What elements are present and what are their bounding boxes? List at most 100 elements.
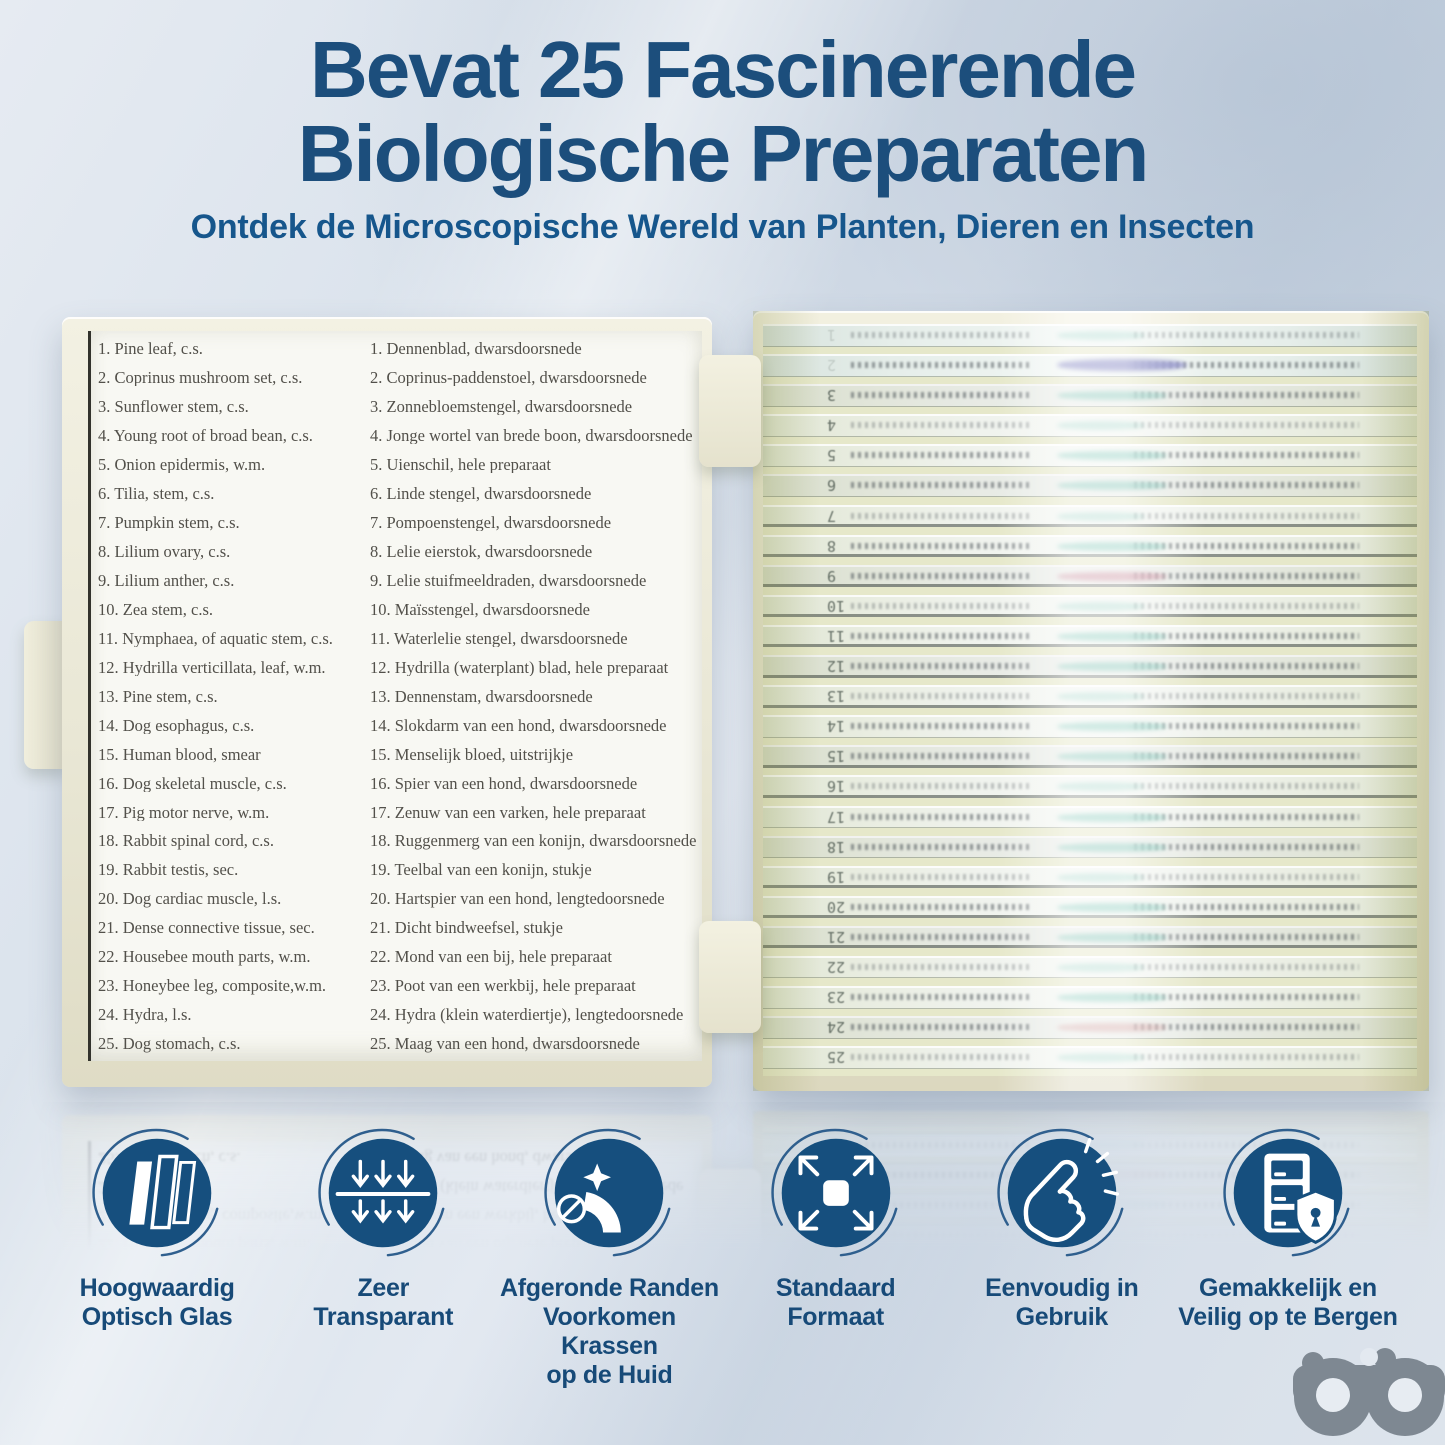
specimen-row: 13. Pine stem, c.s. 13. Dennenstam, dwars… — [98, 689, 700, 706]
specimen-nl: 8. Lelie eierstok, dwarsdoorsnede — [370, 543, 593, 561]
specimen-row: 8. Lilium ovary, c.s. 8. Lelie eierstok, … — [98, 544, 700, 561]
feature-standard-size: Standaard Formaat — [723, 1122, 949, 1390]
specimen-en: 9. Lilium anther, c.s. — [98, 572, 235, 590]
specimen-en: 20. Dog cardiac muscle, l.s. — [98, 891, 282, 908]
slide-number-label: 18 — [827, 837, 846, 856]
slide-number-label: 23 — [827, 988, 846, 1007]
specimen-row: 4. Young root of broad bean, c.s. 4. Jong… — [98, 428, 700, 445]
transparency-icon — [318, 1128, 445, 1257]
box-hinge-bottom — [699, 921, 761, 1033]
glass-slide: 18 — [763, 835, 1417, 859]
slide-number-label: 9 — [827, 566, 837, 585]
specimen-en: 12. Hydrilla verticillata, leaf, w.m. — [98, 659, 326, 677]
header: Bevat 25 Fascinerende Biologische Prepar… — [0, 28, 1445, 247]
feature-transparent: Zeer Transparant — [270, 1122, 496, 1390]
specimen-nl: 9. Lelie stuifmeeldraden, dwarsdoorsnede — [370, 572, 647, 590]
feature-label: Eenvoudig in Gebruik — [985, 1274, 1139, 1331]
vr-goggles-icon — [1293, 1348, 1445, 1436]
glass-slide: 1 — [763, 324, 1417, 347]
specimen-en: 6. Tilia, stem, c.s. — [98, 485, 215, 503]
box-clasp-tab — [24, 621, 68, 769]
specimen-nl: 12. Hydrilla (waterplant) blad, hele pre… — [370, 659, 669, 677]
feature-easy-use: Eenvoudig in Gebruik — [949, 1122, 1175, 1390]
glass-slide: 14 — [763, 715, 1417, 738]
secure-storage-icon — [1223, 1128, 1350, 1257]
specimen-row: 14. Dog esophagus, c.s. 14. Slokdarm van … — [98, 718, 700, 735]
glass-slide: 20 — [763, 895, 1417, 919]
specimen-en: 1. Pine leaf, c.s. — [98, 341, 203, 358]
specimen-en: 25. Dog stomach, c.s. — [98, 1036, 241, 1053]
specimen-en: 3. Sunflower stem, c.s. — [98, 398, 249, 416]
slide-number-label: 14 — [827, 717, 846, 736]
specimen-en: 8. Lilium ovary, c.s. — [98, 543, 231, 561]
specimen-row: 6. Tilia, stem, c.s. 6. Linde stengel, dw… — [98, 486, 700, 503]
glass-layers-icon — [92, 1128, 219, 1257]
specimen-row: 22. Housebee mouth parts, w.m. 22. Mond v… — [98, 949, 700, 966]
specimen-nl: 14. Slokdarm van een hond, dwarsdoorsned… — [370, 717, 667, 735]
glass-slide: 5 — [763, 444, 1417, 467]
glass-slide: 21 — [763, 925, 1417, 949]
feature-rounded-edges: Afgeronde Randen Voorkomen Krassen op de… — [496, 1122, 722, 1390]
slide-number-label: 13 — [827, 687, 846, 706]
slide-number-label: 3 — [827, 386, 837, 405]
specimen-nl: 5. Uienschil, hele preparaat — [370, 456, 551, 474]
slide-number-label: 20 — [827, 897, 846, 916]
glass-slide: 13 — [763, 685, 1417, 708]
slide-number-label: 19 — [827, 867, 846, 886]
specimen-list-paper: 1. Pine leaf, c.s. 1. Dennenblad, dwarsdo… — [88, 331, 702, 1061]
glass-slide: 9 — [763, 564, 1417, 588]
specimen-row: 5. Onion epidermis, w.m. 5. Uienschil, he… — [98, 457, 700, 474]
glass-slide: 8 — [763, 534, 1417, 558]
slide-number-label: 12 — [827, 657, 846, 676]
specimen-nl: 11. Waterlelie stengel, dwarsdoorsnede — [370, 630, 628, 648]
specimen-en: 23. Honeybee leg, composite,w.m. — [98, 978, 327, 995]
specimen-row: 7. Pumpkin stem, c.s. 7. Pompoenstengel, … — [98, 515, 700, 532]
specimen-nl: 13. Dennenstam, dwarsdoorsnede — [370, 688, 593, 706]
specimen-nl: 22. Mond van een bij, hele preparaat — [370, 949, 612, 966]
specimen-nl: 10. Maïsstengel, dwarsdoorsnede — [370, 601, 590, 619]
glass-slide: 10 — [763, 594, 1417, 618]
slide-stack: 1 2 3 4 5 6 7 8 9 10 11 12 13 14 15 16 17 18 19 20 21 22 23 24 2… — [763, 324, 1417, 1076]
specimen-row: 18. Rabbit spinal cord, c.s. 18. Ruggenme… — [98, 833, 700, 850]
specimen-en: 13. Pine stem, c.s. — [98, 688, 218, 706]
specimen-row: 20. Dog cardiac muscle, l.s. 20. Hartspie… — [98, 891, 700, 908]
glass-slide: 2 — [763, 354, 1417, 377]
slide-number-label: 8 — [827, 536, 837, 555]
specimen-nl: 1. Dennenblad, dwarsdoorsnede — [370, 341, 582, 358]
slide-number-label: 7 — [827, 506, 837, 525]
glass-slide: 22 — [763, 955, 1417, 979]
glass-slide: 7 — [763, 504, 1417, 528]
glass-slide: 23 — [763, 986, 1417, 1009]
slide-number-label: 22 — [827, 957, 846, 976]
title-line-1: Bevat 25 Fascinerende — [309, 25, 1137, 114]
specimen-en: 2. Coprinus mushroom set, c.s. — [98, 369, 303, 387]
slide-number-label: 6 — [827, 476, 837, 495]
slide-number-label: 16 — [827, 777, 846, 796]
feature-label: Hoogwaardig Optisch Glas — [79, 1274, 235, 1331]
specimen-nl: 7. Pompoenstengel, dwarsdoorsnede — [370, 514, 612, 532]
page-title: Bevat 25 Fascinerende Biologische Prepar… — [0, 28, 1445, 196]
feature-badges-row: Hoogwaardig Optisch Glas Zeer Transparan… — [0, 1122, 1445, 1390]
specimen-en: 10. Zea stem, c.s. — [98, 601, 214, 619]
specimen-row: 1. Pine leaf, c.s. 1. Dennenblad, dwarsdo… — [98, 341, 700, 358]
specimen-row: 11. Nymphaea, of aquatic stem, c.s. 11. W… — [98, 631, 700, 648]
specimen-row: 16. Dog skeletal muscle, c.s. 16. Spier v… — [98, 776, 700, 793]
standard-size-icon — [770, 1128, 898, 1257]
specimen-en: 17. Pig motor nerve, w.m. — [98, 804, 270, 821]
specimen-nl: 20. Hartspier van een hond, lengtedoorsn… — [370, 891, 665, 908]
specimen-nl: 16. Spier van een hond, dwarsdoorsnede — [370, 775, 638, 793]
slide-number-label: 4 — [827, 416, 837, 435]
slide-number-label: 11 — [827, 626, 846, 645]
specimen-nl: 24. Hydra (klein waterdiertje), lengtedo… — [370, 1007, 684, 1024]
glass-slide: 19 — [763, 865, 1417, 889]
glass-slide: 16 — [763, 775, 1417, 798]
box-hinge-top — [699, 355, 761, 467]
specimen-row: 23. Honeybee leg, composite,w.m. 23. Poot… — [98, 978, 700, 995]
specimen-en: 14. Dog esophagus, c.s. — [98, 717, 255, 735]
specimen-nl: 4. Jonge wortel van brede boon, dwarsdoo… — [370, 427, 693, 445]
tap-hand-icon — [997, 1128, 1124, 1257]
specimen-row: 15. Human blood, smear 15. Menselijk bloe… — [98, 747, 700, 764]
glass-slide: 4 — [763, 414, 1417, 437]
specimen-nl: 19. Teelbal van een konijn, stukje — [370, 862, 592, 879]
slide-number-label: 17 — [827, 807, 846, 826]
